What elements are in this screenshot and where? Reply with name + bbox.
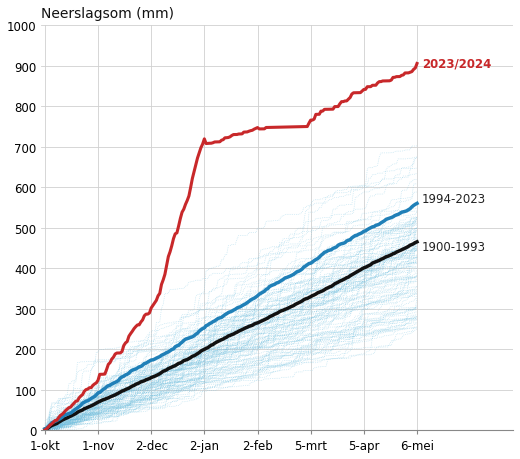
Text: Neerslagsom (mm): Neerslagsom (mm) xyxy=(42,7,174,21)
Text: 1900-1993: 1900-1993 xyxy=(422,241,486,254)
Text: 2023/2024: 2023/2024 xyxy=(422,58,491,71)
Text: 1994-2023: 1994-2023 xyxy=(422,193,486,206)
